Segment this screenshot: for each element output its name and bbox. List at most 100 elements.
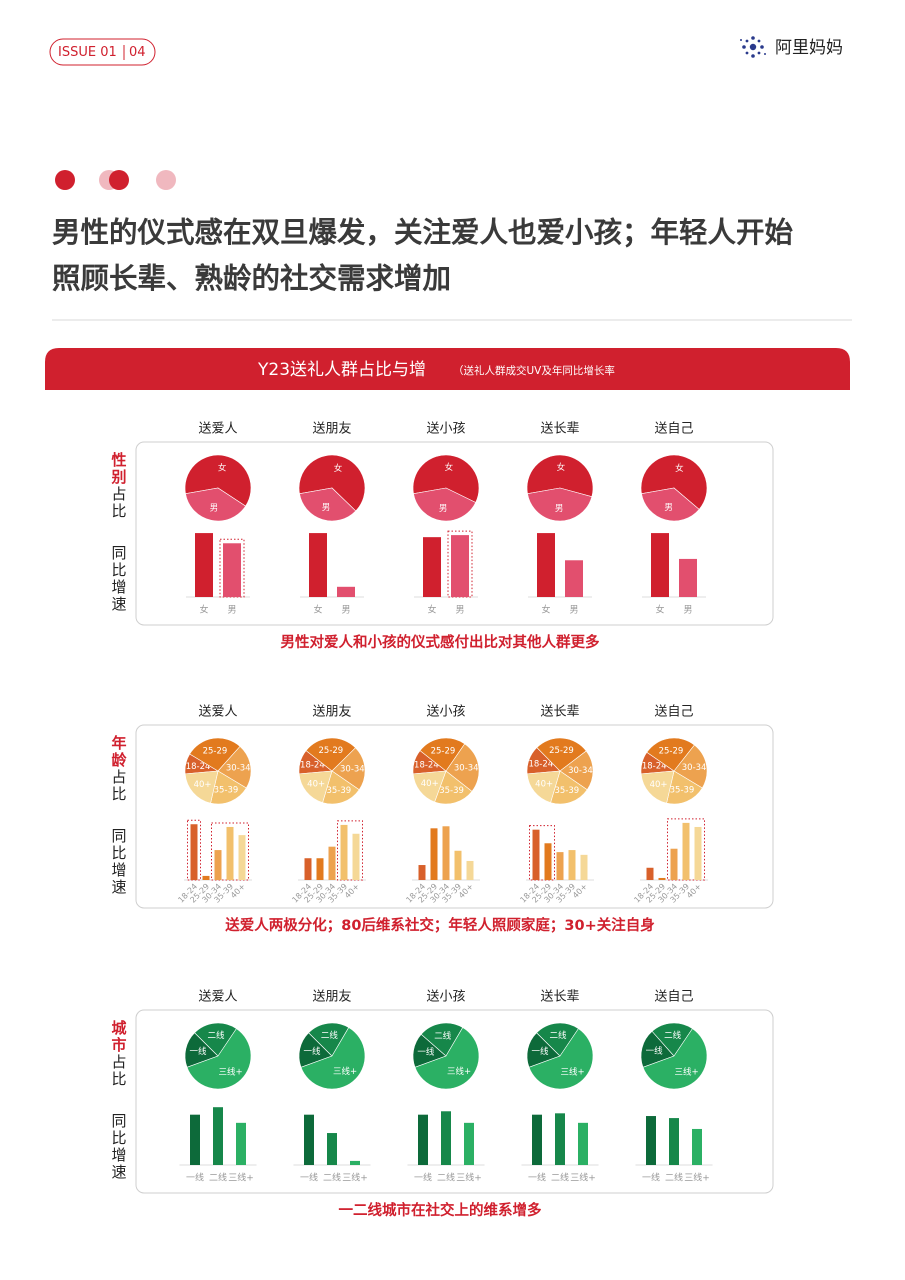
- row-label-growth: 同比增速: [110, 1113, 128, 1181]
- pie-slice: [194, 1022, 237, 1057]
- bar: [565, 560, 583, 597]
- bar: [337, 586, 355, 597]
- pie-slice: [640, 770, 675, 804]
- pie-slice: [300, 1027, 366, 1090]
- bar: [442, 826, 450, 880]
- pie-slice: [184, 770, 219, 804]
- bar: [580, 854, 588, 880]
- bar: [214, 850, 222, 880]
- pie-label: 二线: [434, 1030, 452, 1041]
- pie-slice: [305, 737, 356, 772]
- pie-slice: [331, 747, 366, 791]
- bar: [670, 848, 678, 880]
- bar: [578, 1122, 588, 1165]
- bar: [190, 1114, 200, 1165]
- x-tick-label: 男: [227, 605, 236, 616]
- pie-slice: [185, 487, 247, 522]
- bar: [544, 843, 552, 880]
- conclusion: 送爱人两极分化；80后维系社交；年轻人照顾家庭；30+关注自身: [224, 916, 655, 934]
- pie-slice: [299, 487, 357, 522]
- x-tick-label: 女: [655, 604, 664, 616]
- bar: [350, 1160, 360, 1165]
- x-tick-label: 三线+: [342, 1172, 368, 1184]
- pie-slice: [308, 1022, 350, 1057]
- pie-label: 三线+: [333, 1066, 357, 1077]
- brand-name: 阿里妈妈: [775, 38, 843, 58]
- bar: [226, 826, 234, 880]
- x-tick-label: 男: [569, 605, 578, 616]
- row-label-growth: 同比增速: [110, 545, 128, 613]
- pie-slice: [641, 487, 700, 522]
- pie-label: 男: [322, 503, 331, 513]
- pie-label: 三线+: [675, 1067, 699, 1078]
- pie-slice: [413, 487, 477, 522]
- highlight-box: [219, 538, 245, 598]
- row-label: 年龄占比: [110, 734, 128, 803]
- x-tick-label: 二线: [437, 1172, 455, 1184]
- x-tick-label: 女: [541, 604, 550, 616]
- pie-label: 三线+: [447, 1066, 471, 1077]
- bar: [568, 850, 576, 880]
- banner-note: （送礼人群成交UV及年同比增长率: [453, 364, 615, 377]
- pie-label: 40+: [421, 779, 439, 789]
- pie-slice: [528, 1028, 594, 1090]
- x-tick-label: 三线+: [228, 1172, 254, 1184]
- bar: [679, 558, 697, 597]
- highlight-box: [529, 825, 555, 881]
- x-tick-label: 男: [683, 605, 692, 616]
- pie-label: 男: [439, 504, 448, 514]
- pie-label: 男: [555, 504, 564, 514]
- pie-label: 女: [557, 462, 566, 473]
- column-title: 送爱人: [198, 422, 237, 437]
- pie-label: 18-24: [642, 761, 667, 771]
- x-tick-label: 一线: [300, 1172, 318, 1184]
- pie-label: 女: [445, 462, 454, 473]
- bar: [555, 1113, 565, 1165]
- pie-slice: [526, 454, 594, 498]
- bar: [213, 1107, 223, 1165]
- issue-pill: [49, 38, 156, 66]
- x-tick-label: 三线+: [684, 1172, 710, 1184]
- row-label-share: 占比: [110, 1054, 128, 1088]
- pie-slice: [298, 770, 333, 803]
- pie-label: 30-34: [226, 763, 251, 773]
- bar: [328, 846, 336, 880]
- conclusion: 男性对爱人和小孩的仪式感付出比对其他人群更多: [281, 633, 600, 651]
- bar: [646, 1116, 656, 1165]
- row-label-key: 城市: [110, 1019, 128, 1054]
- banner-title: Y23送礼人群占比与增: [257, 360, 426, 380]
- pie-slice: [646, 737, 695, 772]
- pie-slice: [526, 770, 561, 803]
- headline: 男性的仪式感在双旦爆发，关注爱人也爱小孩；年轻人开始: [52, 216, 794, 249]
- bar: [692, 1128, 702, 1165]
- pie-label: 男: [210, 504, 219, 514]
- pie-label: 女: [334, 463, 343, 474]
- pie-label: 女: [218, 462, 227, 473]
- bar: [223, 543, 241, 597]
- pie-label: 35-39: [554, 786, 579, 796]
- x-tick-label: 40+: [685, 882, 703, 900]
- highlight-box: [187, 819, 201, 881]
- bar: [466, 860, 474, 880]
- column-title: 送自己: [654, 990, 693, 1005]
- pie-label: 30-34: [454, 763, 479, 773]
- pie-label: 18-24: [186, 762, 211, 772]
- bar: [537, 533, 555, 597]
- bar: [646, 867, 654, 880]
- column-title: 送长辈: [540, 990, 579, 1005]
- pie-label: 三线+: [219, 1067, 243, 1078]
- bar: [556, 852, 564, 880]
- bar: [418, 1114, 428, 1165]
- x-tick-label: 一线: [528, 1172, 546, 1184]
- bar: [658, 877, 666, 880]
- panel: [135, 1009, 774, 1194]
- pie-label: 一线: [304, 1046, 322, 1057]
- pie-slice: [445, 743, 480, 792]
- pie-label: 35-39: [439, 786, 464, 796]
- bar: [304, 1114, 314, 1165]
- row-label: 性别占比: [110, 451, 128, 520]
- column-title: 送朋友: [312, 704, 351, 720]
- column-title: 送长辈: [540, 705, 579, 720]
- bar: [202, 875, 210, 880]
